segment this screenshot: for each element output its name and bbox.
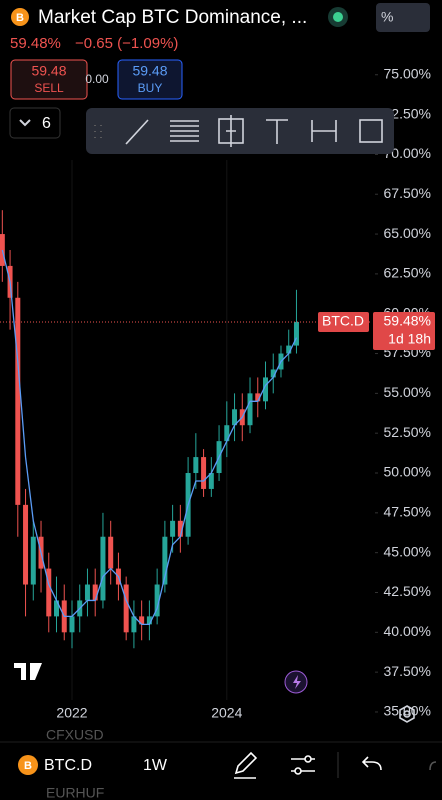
candle-body	[177, 520, 183, 537]
candle-body	[92, 584, 98, 601]
scale-button[interactable]	[376, 3, 430, 32]
buy-label: BUY	[138, 81, 163, 95]
y-tick-label: 45.00%	[384, 543, 431, 559]
symbol-tag	[318, 311, 369, 332]
candle-body	[15, 297, 21, 505]
candle-body	[123, 584, 129, 633]
btc-icon-glyph: B	[24, 760, 32, 772]
title[interactable]: Market Cap BTC Dominance, ...	[38, 7, 307, 28]
y-tick-label: 40.00%	[384, 623, 431, 639]
scale-label: %	[381, 9, 393, 25]
redo-button[interactable]	[429, 761, 437, 771]
candle-body	[247, 393, 253, 426]
ghost-symbol: EURHUF	[46, 785, 104, 800]
sell-price: 59.48	[31, 63, 66, 79]
candle-body	[201, 457, 207, 489]
x-tick-label: 2022	[56, 705, 87, 721]
candle-body	[139, 616, 145, 625]
candle-body	[108, 536, 114, 569]
candle-body	[146, 616, 152, 625]
price-tag	[373, 311, 435, 350]
moving-average	[1, 249, 298, 625]
btc-icon	[18, 755, 38, 775]
settings-button[interactable]	[399, 705, 415, 723]
candle-body	[84, 584, 90, 601]
flash-icon	[293, 675, 301, 689]
candle-body	[30, 536, 36, 585]
candle-body	[270, 369, 276, 378]
y-tick-label: 47.50%	[384, 504, 431, 520]
candle-body	[208, 473, 214, 489]
symbol-button[interactable]: BTC.D	[44, 757, 92, 774]
y-tick-label: 72.50%	[384, 105, 431, 121]
price: 59.48%	[10, 35, 61, 52]
price-tag-label: 59.48%	[384, 313, 431, 329]
candle-body	[232, 409, 238, 426]
candle-body	[131, 616, 137, 633]
y-tick-label: 65.00%	[384, 225, 431, 241]
candle-body	[286, 345, 292, 354]
ghost-symbol: CFXUSD	[46, 727, 104, 743]
buy-button[interactable]	[117, 59, 183, 100]
y-tick-label: 67.50%	[384, 185, 431, 201]
sell-label: SELL	[34, 81, 64, 95]
vertical-tool[interactable]	[266, 119, 288, 144]
y-tick-label: 42.50%	[384, 583, 431, 599]
range-tool[interactable]	[311, 120, 337, 142]
candle-body	[293, 321, 299, 346]
toolbar	[86, 108, 394, 154]
x-tick-label: 2024	[211, 705, 242, 721]
status-dot	[333, 12, 343, 22]
change: −0.65 (−1.09%)	[75, 35, 178, 52]
y-tick-label: 37.50%	[384, 663, 431, 679]
settings-dot	[403, 710, 411, 718]
y-tick-label: 52.50%	[384, 424, 431, 440]
tv-logo	[14, 663, 42, 680]
candle-body	[54, 600, 60, 617]
y-tick-label: 75.00%	[384, 65, 431, 81]
drawings-button[interactable]	[9, 107, 61, 139]
buy-price: 59.48	[132, 63, 167, 79]
interval-button[interactable]: 1W	[143, 757, 168, 774]
slider-knob	[294, 767, 302, 775]
candle-body	[46, 568, 52, 617]
grip	[94, 125, 102, 138]
candle-body	[154, 584, 160, 617]
candle-body	[162, 536, 168, 585]
plot: 35.00%37.50%40.00%42.50%45.00%47.50%50.0…	[0, 65, 435, 721]
countdown: 1d 18h	[388, 331, 431, 347]
btc-icon	[11, 8, 29, 26]
fib-tool[interactable]	[170, 120, 199, 142]
toolbar-icons	[94, 115, 383, 147]
candle-body	[100, 536, 106, 601]
y-tick-label: 50.00%	[384, 464, 431, 480]
undo-button[interactable]	[361, 756, 382, 771]
slider-knob	[304, 755, 312, 763]
long-tool[interactable]	[226, 115, 236, 147]
draw-button[interactable]	[234, 751, 258, 779]
drawings-count: 6	[42, 115, 51, 132]
candle-body	[23, 504, 29, 585]
candle-body	[193, 457, 199, 474]
trend-line-tool[interactable]	[125, 119, 149, 145]
candle-body	[170, 520, 176, 537]
symbol-tag-label: BTC.D	[322, 313, 364, 329]
candle-body	[224, 425, 230, 442]
y-tick-label: 70.00%	[384, 145, 431, 161]
y-tick-label: 62.50%	[384, 265, 431, 281]
square-tool[interactable]	[359, 119, 383, 143]
chevron	[19, 119, 31, 127]
y-tick-label: 55.00%	[384, 384, 431, 400]
candle-body	[263, 377, 269, 402]
candle-body	[69, 616, 75, 633]
candle-body	[255, 393, 261, 402]
sell-button[interactable]	[10, 59, 88, 100]
spread: 0.00	[85, 72, 109, 86]
btc-icon-glyph: B	[16, 12, 24, 24]
